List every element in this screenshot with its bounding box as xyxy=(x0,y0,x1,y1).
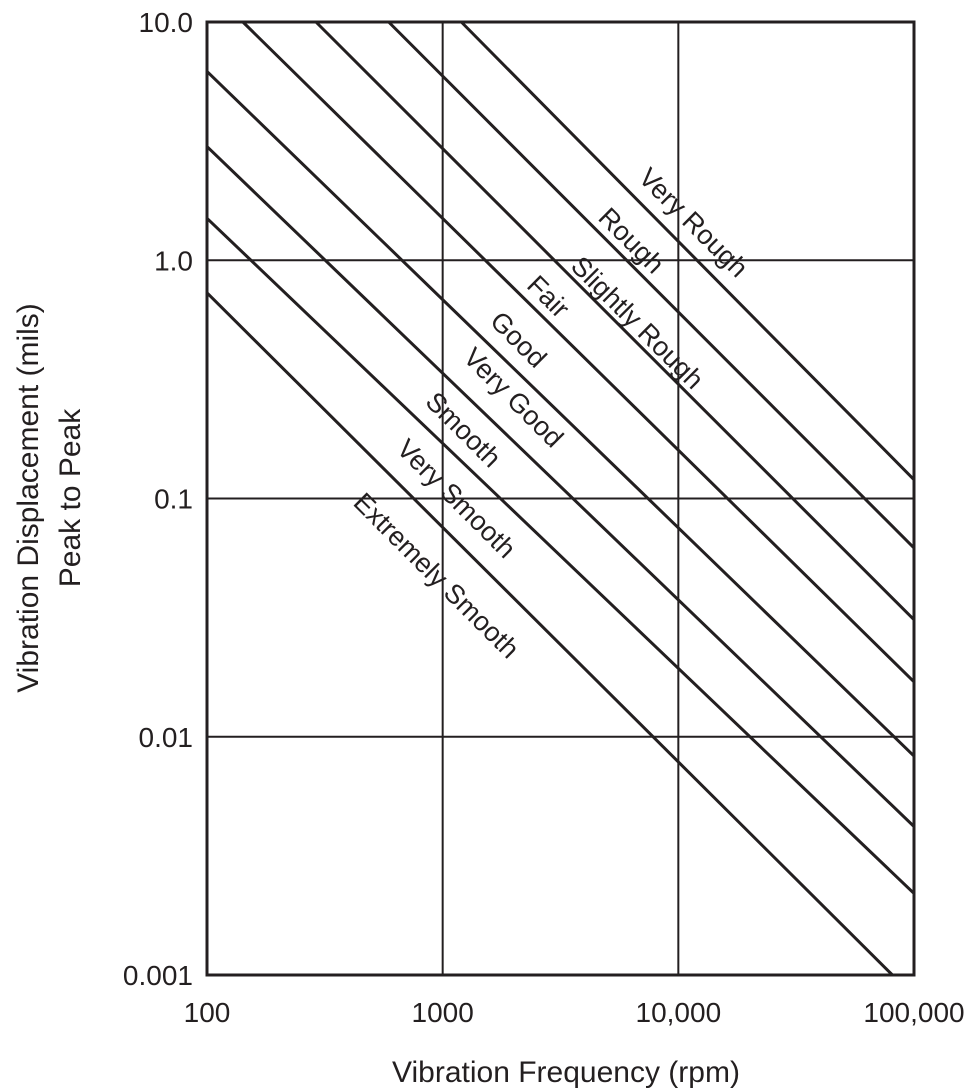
y-tick-label: 10.0 xyxy=(139,7,194,38)
severity-lines xyxy=(205,20,916,977)
y-tick-label: 1.0 xyxy=(154,245,193,276)
plot-frame xyxy=(205,20,916,977)
y-axis-label: Vibration Displacement (mils) Peak to Pe… xyxy=(12,303,87,693)
x-tick-label: 10,000 xyxy=(636,997,722,1028)
grid-lines xyxy=(207,22,914,975)
x-tick-labels: 100 1000 10,000 100,000 xyxy=(184,997,965,1028)
severity-boundary-line-4 xyxy=(241,20,916,683)
x-tick-label: 1000 xyxy=(412,997,474,1028)
severity-boundary-line-5 xyxy=(205,70,916,758)
x-tick-label: 100,000 xyxy=(863,997,964,1028)
x-axis-label: Vibration Frequency (rpm) xyxy=(392,1056,740,1089)
zone-label: Extremely Smooth xyxy=(348,487,525,664)
severity-boundary-line-1 xyxy=(460,20,916,481)
severity-boundary-line-7 xyxy=(205,217,916,895)
severity-boundary-line-3 xyxy=(314,20,916,621)
y-tick-label: 0.001 xyxy=(123,960,193,991)
severity-boundary-line-2 xyxy=(387,20,916,550)
y-axis-label-line-2: Peak to Peak xyxy=(54,408,87,587)
zone-label: Fair xyxy=(521,270,575,324)
severity-boundary-line-6 xyxy=(205,145,916,828)
y-axis-label-line-1: Vibration Displacement (mils) xyxy=(12,303,45,693)
y-tick-labels: 10.0 1.0 0.1 0.01 0.001 xyxy=(123,7,193,991)
y-tick-label: 0.01 xyxy=(139,722,194,753)
x-tick-label: 100 xyxy=(184,997,231,1028)
severity-boundary-line-8 xyxy=(205,291,894,977)
y-tick-label: 0.1 xyxy=(154,484,193,515)
